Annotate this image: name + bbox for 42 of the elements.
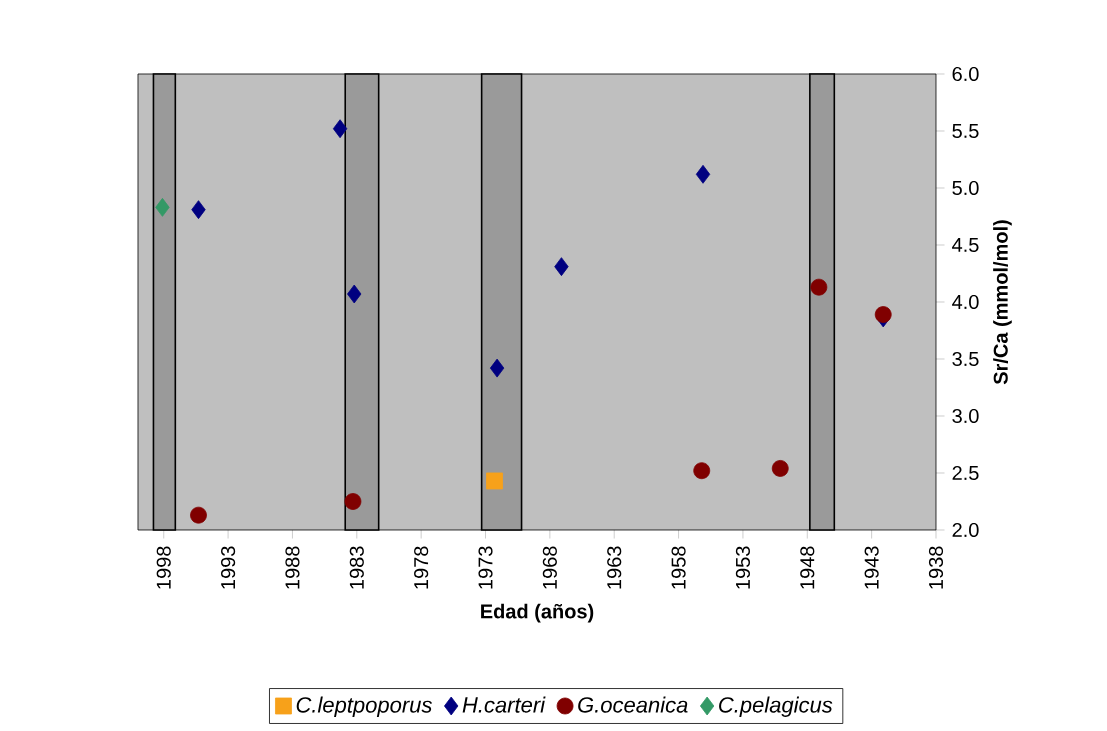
x-tick-label: 1963: [607, 546, 622, 589]
y-tick-label: 4.0: [952, 294, 979, 310]
legend-label: H.carteri: [462, 696, 546, 713]
point: [695, 164, 711, 184]
y-tick-label: 2.5: [952, 465, 979, 481]
point: [155, 197, 170, 217]
point: [191, 200, 206, 220]
x-tick-label: 1978: [414, 546, 429, 589]
legend-label: C.leptpoporus: [296, 696, 432, 718]
y-tick-label: 6.0: [952, 66, 979, 82]
x-tick-label: 1983: [349, 546, 364, 589]
point: [332, 119, 348, 139]
point: [486, 472, 503, 490]
y-tick-label: 3.0: [952, 408, 979, 424]
x-tick-label: 1998: [156, 546, 171, 589]
y-tick-label: 5.5: [952, 124, 979, 138]
x-tick-label: 1973: [478, 546, 493, 589]
point: [771, 460, 789, 477]
point: [347, 284, 362, 304]
x-tick-label: 1988: [285, 546, 300, 589]
x-tick-label: 1948: [800, 546, 815, 589]
point: [190, 506, 207, 524]
x-tick-label: 1968: [542, 546, 557, 589]
y-tick-label: 2.0: [952, 522, 979, 538]
point: [874, 306, 892, 323]
legend-label: C.pelagicus: [719, 696, 833, 718]
x-axis-title: Edad (años): [481, 603, 594, 623]
y-tick-label: 4.5: [952, 238, 979, 252]
x-tick-label: 1953: [735, 546, 750, 589]
point: [344, 493, 362, 510]
y-tick-label: 3.5: [952, 351, 979, 367]
x-tick-label: 1993: [221, 546, 236, 589]
point: [810, 278, 828, 296]
x-tick-label: 1943: [864, 546, 879, 589]
x-tick-label: 1938: [928, 546, 944, 589]
point: [489, 358, 505, 378]
y-axis-title: Sr/Ca (mmol/mol): [993, 220, 1012, 385]
x-tick-label: 1958: [671, 546, 686, 589]
y-tick-label: 5.0: [952, 180, 979, 196]
legend-label: G.oceanica: [578, 696, 688, 713]
point: [693, 462, 711, 480]
point: [554, 257, 569, 277]
